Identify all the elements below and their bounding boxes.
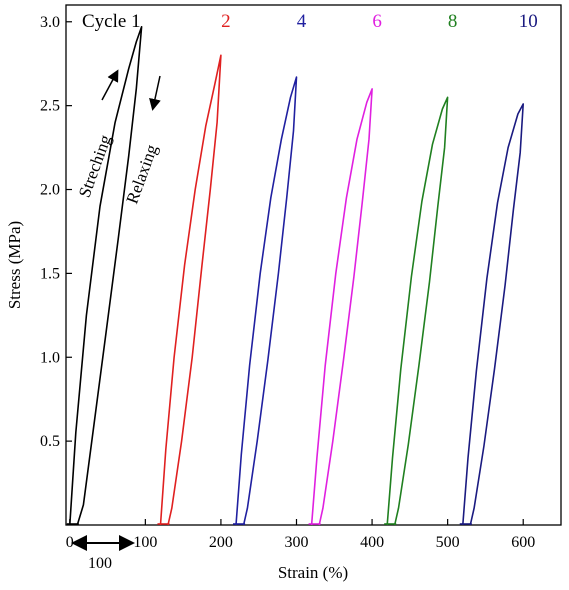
y-tick-label: 2.5: [40, 98, 60, 115]
x-tick-label: 100: [133, 534, 157, 551]
legend-label: 8: [448, 11, 458, 32]
y-tick-label: 3.0: [40, 14, 60, 31]
plot-frame: [65, 4, 562, 526]
legend-label: 6: [372, 11, 382, 32]
span-label: 100: [88, 555, 112, 572]
stretching-arrow: [101, 69, 119, 101]
x-axis-label: Strain (%): [278, 563, 348, 582]
legend-label: Cycle 1: [82, 11, 141, 32]
series-group: [66, 26, 524, 526]
x-tick-label: 300: [284, 534, 308, 551]
y-axis-label: Stress (MPa): [5, 221, 24, 309]
x-tick-label: 400: [360, 534, 384, 551]
legend-label: 10: [519, 11, 538, 32]
series-line-cycle-2: [159, 54, 222, 526]
legend-label: 4: [297, 11, 307, 32]
x-ticks: 0 100 200 300 400 500 600: [66, 519, 535, 551]
y-tick-label: 2.0: [40, 182, 60, 199]
series-line-cycle-cycle-1: [69, 26, 143, 526]
series-line-cycle-10: [462, 103, 524, 526]
cycle-labels: Cycle 1 2 4 6 8 10: [82, 11, 538, 32]
annotations: Streching Relaxing 100: [71, 69, 161, 572]
y-tick-label: 1.5: [40, 265, 60, 282]
y-ticks: 0.5 1.0 1.5 2.0 2.5 3.0: [40, 14, 72, 450]
x-tick-label: 500: [436, 534, 460, 551]
y-tick-label: 0.5: [40, 433, 60, 450]
relaxing-label: Relaxing: [122, 142, 161, 207]
y-tick-label: 1.0: [40, 349, 60, 366]
x-tick-label: 0: [66, 534, 74, 551]
relaxing-arrow: [149, 75, 161, 111]
stretching-label: Streching: [75, 132, 115, 200]
series-line-cycle-6: [310, 88, 373, 526]
legend-label: 2: [221, 11, 231, 32]
x-tick-label: 200: [209, 534, 233, 551]
x-tick-label: 600: [511, 534, 535, 551]
series-line-cycle-8: [386, 96, 449, 526]
series-line-cycle-4: [235, 76, 298, 526]
